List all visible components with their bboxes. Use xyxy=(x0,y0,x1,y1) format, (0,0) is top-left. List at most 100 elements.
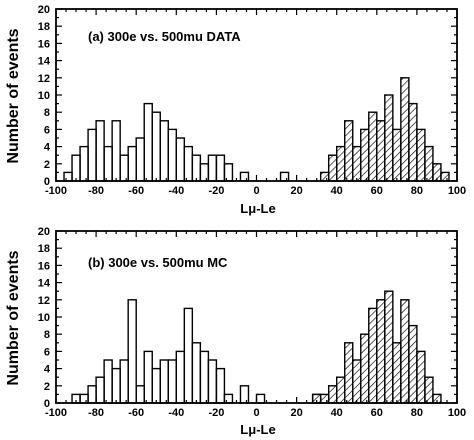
open-bar-b-19 xyxy=(223,393,234,404)
x-tick-label-a: 100 xyxy=(448,185,466,197)
panel-a: (a) 300e vs. 500mu DATA Lμ-Le Number of … xyxy=(5,4,466,216)
open-bar-a-13 xyxy=(167,128,177,182)
x-tick-label-b: -100 xyxy=(45,407,67,419)
y-tick-label-a: 18 xyxy=(38,21,50,33)
x-tick-label-a: -80 xyxy=(88,185,104,197)
y-tick-label-b: 20 xyxy=(38,226,50,238)
open-bar-a-3 xyxy=(87,128,97,182)
x-tick-label-a: 40 xyxy=(331,185,343,197)
x-tick-label-b: 20 xyxy=(290,407,302,419)
open-bar-a-11 xyxy=(151,111,161,182)
hatched-bar-a-13 xyxy=(424,145,434,182)
hatched-bar-b-13 xyxy=(416,350,426,404)
hatched-bar-b-10 xyxy=(392,342,402,404)
y-tick-label-a: 12 xyxy=(38,73,50,85)
panel-a-plot: -100 -80 -60 -40 -20 0 20 40 60 80 100 0 2 4 6 8 10 12 14 1… xyxy=(38,4,466,197)
x-tick-label-b: 100 xyxy=(448,407,466,419)
x-tick-label-b: 0 xyxy=(253,407,259,419)
x-tick-label-b: -60 xyxy=(128,407,144,419)
open-bar-a-18 xyxy=(207,154,218,182)
y-tick-label-a: 4 xyxy=(44,142,51,154)
panel-b-title: (b) 300e vs. 500mu MC xyxy=(88,255,228,270)
x-tick-label-a: 20 xyxy=(290,185,302,197)
open-bar-b-1 xyxy=(79,393,89,404)
y-tick-label-a: 6 xyxy=(44,124,50,136)
x-tick-label-a: -60 xyxy=(128,185,144,197)
x-tick-label-a: 60 xyxy=(371,185,383,197)
open-bar-b-4 xyxy=(103,359,113,404)
open-bar-a-12 xyxy=(159,120,169,182)
open-bar-b-11 xyxy=(159,359,169,404)
hatched-bar-a-3 xyxy=(344,120,354,182)
y-tick-label-a: 0 xyxy=(44,176,50,188)
open-bar-b-5 xyxy=(111,367,121,404)
hatched-bar-a-11 xyxy=(408,102,418,182)
y-tick-label-b: 0 xyxy=(44,398,50,410)
open-bar-a-5 xyxy=(103,145,113,182)
hatched-bar-a-10 xyxy=(400,77,410,182)
panel-b: (b) 300e vs. 500mu MC Lμ-Le Number of ev… xyxy=(5,226,466,437)
open-bar-a-2 xyxy=(79,145,89,182)
hatched-bar-b-12 xyxy=(408,324,418,404)
x-tick-label-a: 80 xyxy=(411,185,423,197)
hatched-bar-b-14 xyxy=(424,376,434,404)
open-bar-a-16 xyxy=(191,154,202,182)
hatched-bar-a-4 xyxy=(352,145,362,182)
x-tick-label-a: -40 xyxy=(168,185,184,197)
open-bar-a-22 xyxy=(239,171,250,182)
y-tick-label-b: 4 xyxy=(44,364,51,376)
open-bar-b-17 xyxy=(207,359,218,404)
hatched-bar-a-2 xyxy=(336,145,346,182)
y-tick-label-b: 14 xyxy=(38,278,51,290)
open-bar-a-23 xyxy=(279,171,290,182)
y-tick-label-b: 6 xyxy=(44,346,50,358)
open-bar-b-18 xyxy=(215,367,226,404)
y-tick-label-b: 10 xyxy=(38,312,50,324)
hatched-bar-a-0 xyxy=(319,171,330,182)
hatched-bar-b-7 xyxy=(368,307,378,404)
hatched-bar-a-9 xyxy=(392,128,402,182)
y-tick-label-a: 8 xyxy=(44,107,50,119)
open-bar-a-17 xyxy=(199,163,210,182)
x-tick-label-b: 40 xyxy=(331,407,343,419)
hatched-bar-b-4 xyxy=(344,342,354,404)
y-tick-label-a: 14 xyxy=(38,56,51,68)
y-tick-label-b: 18 xyxy=(38,243,50,255)
open-bar-a-1 xyxy=(71,154,81,182)
open-bar-a-7 xyxy=(119,154,129,182)
y-tick-label-b: 12 xyxy=(38,295,50,307)
panel-a-ylabel: Number of events xyxy=(5,28,22,163)
open-bar-a-4 xyxy=(95,120,105,182)
open-bar-b-9 xyxy=(143,350,153,404)
open-bar-b-8 xyxy=(135,385,145,404)
hatched-bar-b-1 xyxy=(319,393,330,404)
hatched-bar-a-6 xyxy=(368,111,378,182)
y-tick-label-a: 16 xyxy=(38,38,50,50)
open-bar-b-21 xyxy=(255,393,266,404)
panel-a-xlabel: Lμ-Le xyxy=(240,201,275,216)
x-tick-label-b: -80 xyxy=(88,407,104,419)
panel-b-ylabel: Number of events xyxy=(5,250,22,385)
open-bar-a-6 xyxy=(111,120,121,182)
open-bar-b-12 xyxy=(167,359,177,404)
hatched-bar-a-12 xyxy=(416,128,426,182)
hatched-bar-b-6 xyxy=(360,333,370,404)
x-tick-label-b: -40 xyxy=(168,407,184,419)
x-tick-label-a: -100 xyxy=(45,185,67,197)
x-tick-label-b: 80 xyxy=(411,407,423,419)
hatched-bar-b-3 xyxy=(336,376,346,404)
open-bar-b-14 xyxy=(183,307,194,404)
open-bar-a-15 xyxy=(183,145,194,182)
open-bar-b-20 xyxy=(239,385,250,404)
hatched-bar-b-8 xyxy=(376,299,386,404)
panel-a-title: (a) 300e vs. 500mu DATA xyxy=(88,29,241,44)
x-tick-label-a: -20 xyxy=(208,185,224,197)
hatched-bar-a-1 xyxy=(327,154,338,182)
open-bar-b-2 xyxy=(87,385,97,404)
y-tick-label-b: 2 xyxy=(44,381,50,393)
open-bar-a-0 xyxy=(63,171,73,182)
y-tick-label-a: 20 xyxy=(38,4,50,16)
x-tick-label-a: 0 xyxy=(253,185,259,197)
panel-b-plot: -100 -80 -60 -40 -20 0 20 40 60 80 100 0 2 4 6 8 10 12 14 1… xyxy=(38,226,466,419)
